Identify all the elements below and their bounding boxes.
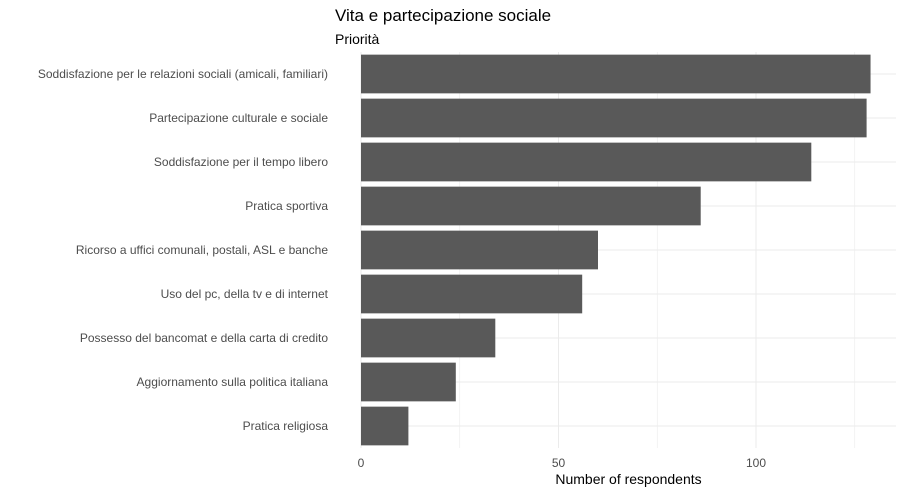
bar [361, 318, 496, 358]
x-axis-label: Number of respondents [555, 471, 701, 487]
bar [361, 98, 867, 138]
category-label: Ricorso a uffici comunali, postali, ASL … [76, 243, 328, 257]
x-tick-label: 100 [746, 456, 766, 470]
bar [361, 406, 409, 446]
category-label: Aggiornamento sulla politica italiana [137, 375, 329, 389]
category-label: Uso del pc, della tv e di internet [161, 287, 329, 301]
chart-title: Vita e partecipazione sociale [335, 6, 552, 25]
category-label: Soddisfazione per il tempo libero [154, 155, 328, 169]
category-label: Pratica sportiva [245, 199, 328, 213]
x-tick-label: 50 [552, 456, 566, 470]
bar [361, 54, 871, 94]
bar [361, 274, 583, 314]
x-tick-label: 0 [358, 456, 365, 470]
category-label: Soddisfazione per le relazioni sociali (… [38, 67, 328, 81]
bar [361, 230, 598, 270]
bar [361, 142, 812, 182]
category-labels: Soddisfazione per le relazioni sociali (… [38, 67, 329, 433]
bars [361, 54, 871, 446]
category-label: Possesso del bancomat e della carta di c… [80, 331, 328, 345]
category-label: Partecipazione culturale e sociale [149, 111, 328, 125]
chart-subtitle: Priorità [335, 31, 380, 47]
bar [361, 186, 701, 226]
category-label: Pratica religiosa [243, 419, 329, 433]
bar [361, 362, 456, 402]
x-tick-labels: 0 50 100 [358, 456, 767, 470]
